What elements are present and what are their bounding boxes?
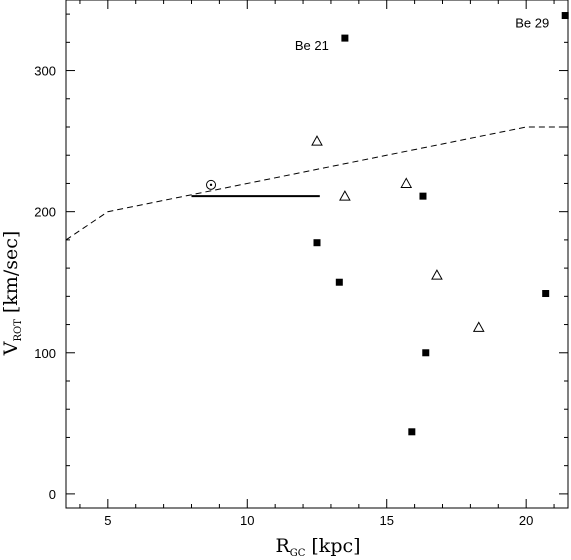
filled-square-point <box>341 34 349 42</box>
x-axis-title-main: R <box>275 535 290 557</box>
filled-square-point <box>419 192 427 200</box>
open-triangle-point <box>339 190 351 201</box>
x-axis-title: RGC [kpc] <box>275 535 360 559</box>
y-tick-label: 100 <box>34 346 56 361</box>
filled-square-point <box>561 12 569 20</box>
open-triangle-point <box>311 135 323 146</box>
curves <box>65 126 568 241</box>
x-tick-label: 15 <box>379 513 393 528</box>
open-triangle-point <box>400 177 413 188</box>
y-axis-title-sub: ROT <box>13 319 24 342</box>
x-axis-title-unit: [kpc] <box>311 535 360 557</box>
y-axis-title: VROT [km/sec] <box>0 231 24 357</box>
filled-square-point <box>408 428 416 436</box>
dashed-rotation-curve <box>65 126 568 241</box>
filled-square-point <box>335 278 343 286</box>
filled-square-point <box>542 290 550 298</box>
filled-square-point <box>313 239 321 247</box>
sun-symbol-ring <box>206 179 217 190</box>
x-tick-label: 20 <box>519 513 533 528</box>
plot-frame <box>65 0 569 509</box>
data-points <box>206 12 569 436</box>
point-annotation: Be 21 <box>295 38 329 53</box>
y-tick-label: 200 <box>34 205 56 220</box>
filled-square-point <box>422 349 430 357</box>
y-axis-title-main: V <box>0 341 22 356</box>
axis-ticks <box>66 0 568 508</box>
y-tick-label: 300 <box>34 64 56 79</box>
x-tick-label: 10 <box>240 513 254 528</box>
point-annotation: Be 29 <box>515 16 549 31</box>
y-tick-label: 0 <box>49 487 56 502</box>
point-annotations: Be 21 Be 29 <box>295 16 549 54</box>
open-triangle-point <box>472 321 485 332</box>
open-triangle-point <box>431 269 443 280</box>
x-tick-label: 5 <box>104 513 111 528</box>
y-axis-title-unit: [km/sec] <box>0 231 22 313</box>
x-axis-title-sub: GC <box>290 548 306 559</box>
sun-symbol-dot <box>209 183 213 187</box>
